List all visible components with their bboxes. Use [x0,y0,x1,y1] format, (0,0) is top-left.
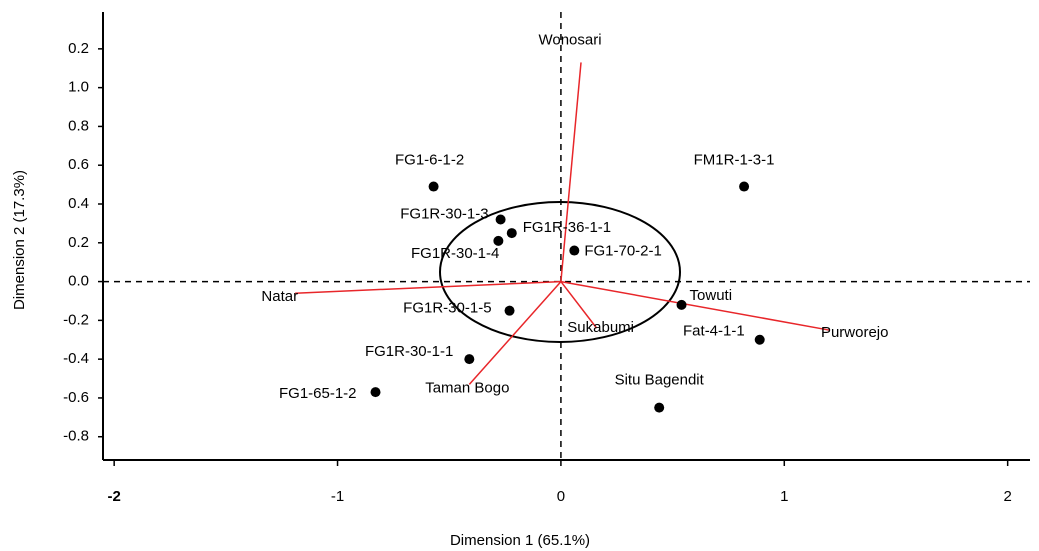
point-label: Towuti [690,287,733,304]
y-axis-title: Dimension 2 (17.3%) [11,170,28,310]
y-tick-label: 0.2 [68,40,89,57]
y-tick-label: 1.0 [68,79,89,96]
x-tick-label: 1 [780,488,788,505]
point [493,235,504,246]
y-tick-label: -0.4 [63,350,89,367]
point [676,299,687,310]
y-tick-label: 0.4 [68,195,89,212]
y-tick-label: 0.2 [68,234,89,251]
point-label: FG1-70-2-1 [584,243,662,260]
point-label: FM1R-1-3-1 [694,152,775,169]
point-label: FG1R-30-1-4 [411,245,499,262]
x-tick-label: -1 [331,488,344,505]
point [495,214,506,225]
point-label: Fat-4-1-1 [683,323,745,340]
vector-label: Natar [261,288,298,305]
loading-vector [468,281,562,385]
vector-label: Wonosari [538,31,601,48]
x-tick-label: 2 [1003,488,1011,505]
y-tick-label: 0.0 [68,273,89,290]
point [464,354,475,365]
loading-vector [295,280,561,294]
point [739,181,750,192]
point-label: FG1R-36-1-1 [523,219,611,236]
loading-vector [560,62,582,282]
point-label: FG1R-30-1-3 [400,205,488,222]
x-axis-title: Dimension 1 (65.1%) [450,532,590,549]
point [428,181,439,192]
loading-vector [560,281,598,329]
point [569,245,580,256]
point [754,334,765,345]
vector-label: Sukabumi [567,319,634,336]
loading-vector [560,280,830,331]
y-tick-label: 0.6 [68,156,89,173]
y-tick-label: -0.8 [63,428,89,445]
x-tick-label: 0 [557,488,565,505]
point-label: FG1-65-1-2 [279,385,357,402]
y-tick-label: -0.6 [63,389,89,406]
point [654,402,665,413]
point [506,228,517,239]
point [504,305,515,316]
y-tick-label: 0.8 [68,117,89,134]
y-tick-label: -0.2 [63,311,89,328]
point-label: FG1R-30-1-1 [365,343,453,360]
point-label: Situ Bagendit [615,372,705,389]
highlight-ellipse [439,201,681,343]
point [370,387,381,398]
point-label: FG1R-30-1-5 [403,300,491,317]
vector-label: Taman Bogo [425,379,509,396]
x-tick-label: -2 [107,488,120,505]
point-label: FG1-6-1-2 [395,152,464,169]
vector-label: Purworejo [821,324,889,341]
